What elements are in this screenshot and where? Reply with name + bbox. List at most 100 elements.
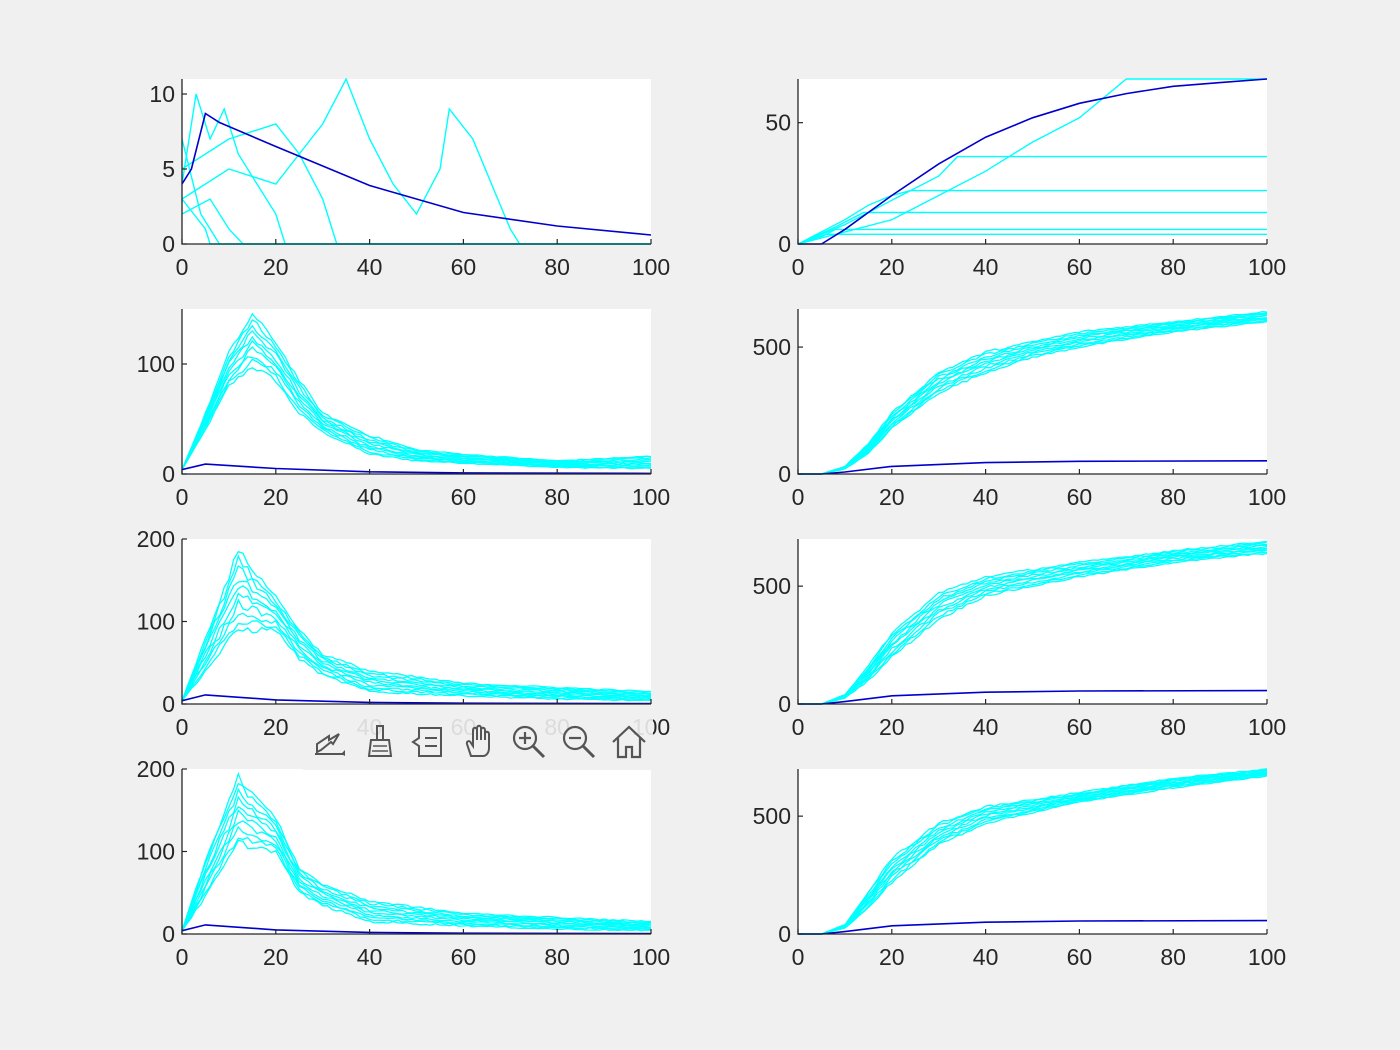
y-tick-label: 0 <box>162 921 175 947</box>
x-tick-label: 60 <box>451 944 477 970</box>
sample-series-line <box>798 541 1267 705</box>
x-tick-label: 40 <box>357 254 383 280</box>
series-group <box>798 540 1267 705</box>
plot-area <box>798 309 1267 474</box>
sample-series-line <box>798 552 1267 705</box>
y-tick-label: 0 <box>778 231 791 257</box>
x-tick-label: 100 <box>632 944 670 970</box>
sample-series-line <box>798 775 1267 935</box>
plot-area <box>798 79 1267 244</box>
x-tick-label: 100 <box>632 484 670 510</box>
mean-series-line <box>182 924 651 935</box>
plot-area <box>798 769 1267 934</box>
x-tick-label: 0 <box>176 944 189 970</box>
sample-series-line <box>182 782 651 931</box>
subplot-row2-left: 0 20 40 60 80 100 0 100 <box>137 309 670 510</box>
x-tick-label: 20 <box>879 484 905 510</box>
x-tick-label: 60 <box>1067 254 1093 280</box>
x-tick-label: 0 <box>176 254 189 280</box>
plot-area <box>798 539 1267 704</box>
sample-series-line <box>182 93 651 245</box>
subplot-row1-right: 0 20 40 60 80 100 0 50 <box>765 78 1286 280</box>
subplot-row2-right: 0 20 40 60 80 100 0 500 <box>753 309 1286 510</box>
sample-series-line <box>798 544 1267 705</box>
x-tick-label: 40 <box>357 944 383 970</box>
brush-icon[interactable] <box>357 720 401 764</box>
x-tick-label: 100 <box>1248 484 1286 510</box>
sample-series-line <box>182 553 651 701</box>
y-tick-label: 0 <box>778 691 791 717</box>
pan-icon[interactable] <box>457 720 501 764</box>
y-tick-label: 0 <box>162 461 175 487</box>
x-tick-label: 20 <box>879 714 905 740</box>
export-icon[interactable] <box>307 720 351 764</box>
x-tick-label: 0 <box>176 484 189 510</box>
sample-series-line <box>182 580 651 701</box>
subplot-row1-left: 0 20 40 60 80 100 0 5 10 <box>149 78 670 280</box>
y-tick-label: 100 <box>137 609 175 635</box>
datatip-icon[interactable] <box>407 720 451 764</box>
sample-series-line <box>182 329 651 470</box>
mean-series-line <box>182 463 651 475</box>
sample-series-line <box>798 773 1267 935</box>
sample-series-line <box>798 769 1267 935</box>
x-tick-label: 60 <box>451 484 477 510</box>
x-tick-label: 60 <box>1067 944 1093 970</box>
series-group <box>182 78 651 245</box>
sample-series-line <box>798 540 1267 705</box>
axes-toolbar[interactable] <box>303 714 653 770</box>
sample-series-line <box>798 772 1267 935</box>
x-tick-label: 40 <box>973 484 999 510</box>
x-tick-label: 80 <box>544 484 570 510</box>
x-tick-label: 20 <box>263 484 289 510</box>
x-tick-label: 0 <box>792 714 805 740</box>
sample-series-line <box>182 550 651 701</box>
sample-series-line <box>182 335 651 470</box>
x-tick-label: 0 <box>176 714 189 740</box>
x-tick-label: 60 <box>451 254 477 280</box>
x-tick-label: 20 <box>263 944 289 970</box>
x-tick-label: 100 <box>1248 254 1286 280</box>
sample-series-line <box>798 543 1267 705</box>
sample-series-line <box>798 549 1267 705</box>
x-tick-label: 80 <box>1160 944 1186 970</box>
x-tick-label: 40 <box>973 254 999 280</box>
sample-series-line <box>798 316 1267 475</box>
zoom-in-icon[interactable] <box>507 720 551 764</box>
sample-series-line <box>182 620 651 702</box>
y-tick-label: 200 <box>137 756 175 782</box>
x-tick-label: 40 <box>357 484 383 510</box>
y-tick-label: 200 <box>137 526 175 552</box>
home-icon[interactable] <box>607 720 651 764</box>
y-tick-label: 500 <box>753 334 791 360</box>
subplot-row4-right: 0 20 40 60 80 100 0 500 <box>753 768 1286 970</box>
sample-series-line <box>798 189 1267 245</box>
sample-series-line <box>798 314 1267 475</box>
sample-series-line <box>798 155 1267 245</box>
sample-series-line <box>182 820 651 932</box>
x-tick-label: 0 <box>792 254 805 280</box>
sample-series-line <box>182 825 651 932</box>
sample-series-line <box>182 358 651 470</box>
x-tick-label: 100 <box>1248 944 1286 970</box>
x-tick-label: 20 <box>263 714 289 740</box>
mean-series-line <box>182 694 651 705</box>
y-tick-label: 100 <box>137 839 175 865</box>
x-tick-label: 80 <box>1160 484 1186 510</box>
sample-series-line <box>182 565 651 701</box>
sample-series-line <box>182 787 651 931</box>
subplot-row4-left: 0 20 40 60 80 100 0 100 200 <box>137 756 671 970</box>
x-tick-label: 40 <box>973 944 999 970</box>
sample-series-line <box>182 324 651 470</box>
y-tick-label: 0 <box>778 921 791 947</box>
sample-series-line <box>182 839 651 932</box>
y-tick-label: 0 <box>162 691 175 717</box>
sample-series-line <box>798 774 1267 935</box>
y-tick-label: 50 <box>765 110 791 136</box>
y-tick-label: 500 <box>753 573 791 599</box>
zoom-out-icon[interactable] <box>557 720 601 764</box>
sample-series-line <box>798 233 1267 245</box>
y-tick-label: 5 <box>162 156 175 182</box>
x-tick-label: 20 <box>879 254 905 280</box>
